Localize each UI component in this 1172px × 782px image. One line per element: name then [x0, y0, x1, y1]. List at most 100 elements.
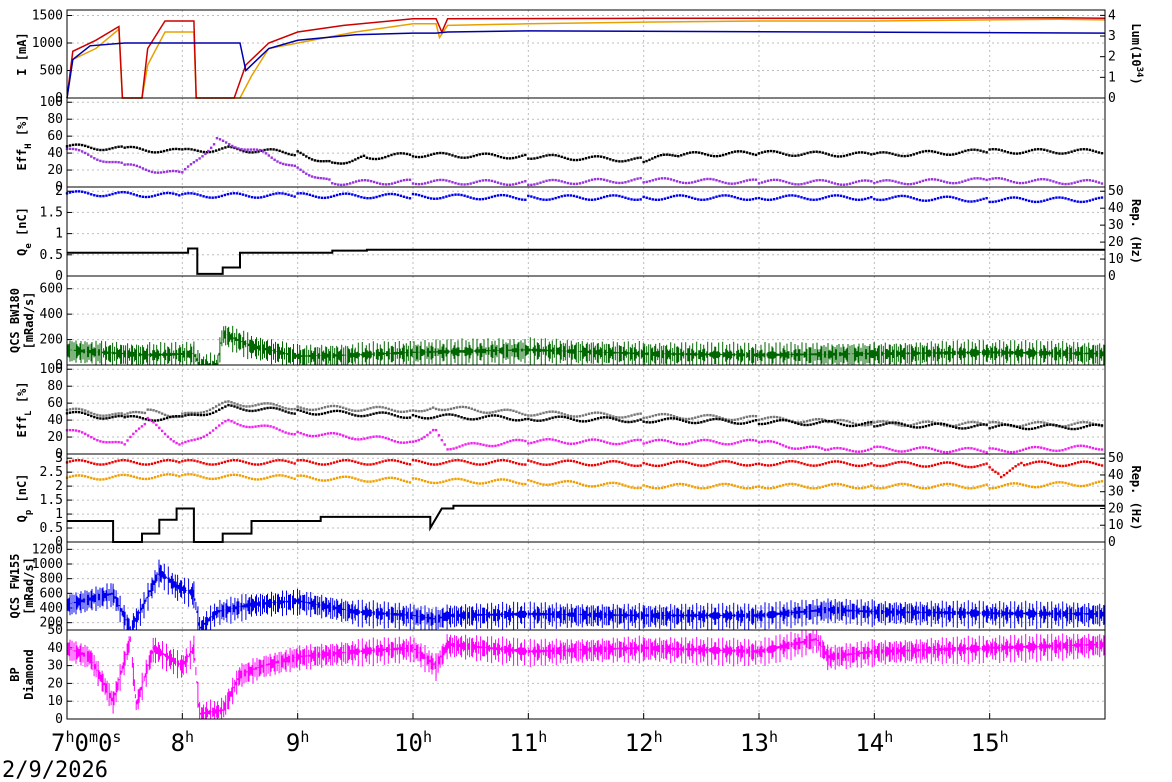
data-point: [290, 164, 294, 167]
data-point: [621, 416, 624, 419]
data-point: [190, 411, 193, 415]
data-point: [545, 179, 548, 183]
data-point: [338, 433, 342, 436]
data-point: [402, 195, 406, 198]
data-point: [879, 487, 882, 490]
data-point: [339, 162, 343, 165]
data-point: [487, 461, 491, 465]
data-point: [596, 197, 600, 201]
data-point: [712, 417, 715, 421]
data-point: [906, 461, 909, 464]
data-point: [384, 477, 387, 480]
data-point: [135, 429, 138, 433]
data-point: [997, 199, 1000, 203]
data-point: [439, 481, 442, 484]
data-point: [1091, 461, 1095, 465]
data-point: [691, 421, 694, 425]
data-point: [442, 196, 445, 199]
data-point: [627, 415, 630, 418]
data-point: [514, 461, 518, 465]
data-point: [791, 482, 794, 486]
data-point: [442, 480, 445, 483]
data-point: [788, 419, 791, 423]
data-point: [697, 439, 700, 442]
data-point: [108, 476, 111, 480]
data-point: [851, 449, 855, 453]
data-point: [1040, 485, 1043, 488]
data-point: [964, 421, 967, 425]
data-point: [1033, 445, 1037, 449]
data-point: [982, 197, 985, 201]
data-point: [1094, 481, 1098, 484]
data-point: [351, 476, 354, 479]
data-point: [68, 428, 72, 432]
data-point: [84, 475, 87, 478]
data-point: [102, 414, 105, 417]
data-point: [763, 150, 767, 153]
data-point: [627, 197, 630, 200]
data-point: [530, 479, 533, 483]
data-point: [378, 461, 381, 464]
data-point: [754, 439, 758, 442]
data-point: [230, 420, 233, 423]
data-point: [1024, 181, 1028, 184]
data-point: [991, 420, 994, 424]
data-point: [806, 486, 809, 489]
data-point: [360, 479, 363, 482]
data-point: [727, 418, 730, 421]
data-point: [557, 411, 560, 414]
data-point: [609, 180, 612, 183]
data-point: [437, 408, 441, 411]
data-point: [836, 446, 839, 450]
data-point: [1046, 448, 1049, 451]
data-point: [224, 400, 227, 404]
data-point: [918, 151, 922, 154]
data-point: [891, 152, 894, 156]
data-point: [439, 414, 442, 417]
data-point: [715, 195, 718, 198]
x-tick-label: 9h: [286, 728, 309, 757]
data-point: [150, 150, 154, 154]
data-point: [1052, 449, 1055, 452]
data-point: [308, 412, 312, 415]
data-point: [630, 158, 633, 161]
data-point: [791, 154, 794, 157]
data-point: [772, 178, 776, 182]
data-point: [505, 478, 509, 482]
data-point: [982, 177, 985, 181]
data-point: [706, 177, 709, 181]
data-point: [337, 183, 340, 186]
data-point: [824, 462, 827, 465]
data-point: [281, 406, 284, 409]
data-point: [566, 157, 569, 161]
data-point: [508, 460, 512, 463]
data-point: [1073, 181, 1076, 184]
data-point: [900, 182, 903, 185]
data-point: [703, 198, 706, 201]
data-point: [518, 411, 521, 415]
data-point: [590, 438, 594, 441]
data-point: [518, 419, 521, 422]
data-point: [812, 422, 815, 426]
data-point: [742, 150, 746, 154]
data-point: [985, 196, 988, 200]
data-point: [930, 486, 934, 489]
data-point: [448, 180, 451, 183]
data-point: [760, 151, 764, 154]
data-point: [87, 410, 90, 413]
data-point: [485, 411, 488, 415]
data-point: [287, 152, 290, 156]
data-point: [454, 181, 457, 185]
data-point: [879, 420, 882, 423]
data-point: [311, 434, 315, 438]
data-point: [390, 182, 394, 185]
data-point: [84, 412, 87, 415]
data-point: [1079, 426, 1082, 430]
data-point: [633, 438, 636, 442]
data-point: [472, 462, 475, 466]
data-point: [706, 486, 709, 490]
data-point: [1037, 485, 1040, 489]
data-point: [160, 429, 164, 433]
data-point: [205, 195, 208, 199]
data-point: [982, 450, 985, 453]
